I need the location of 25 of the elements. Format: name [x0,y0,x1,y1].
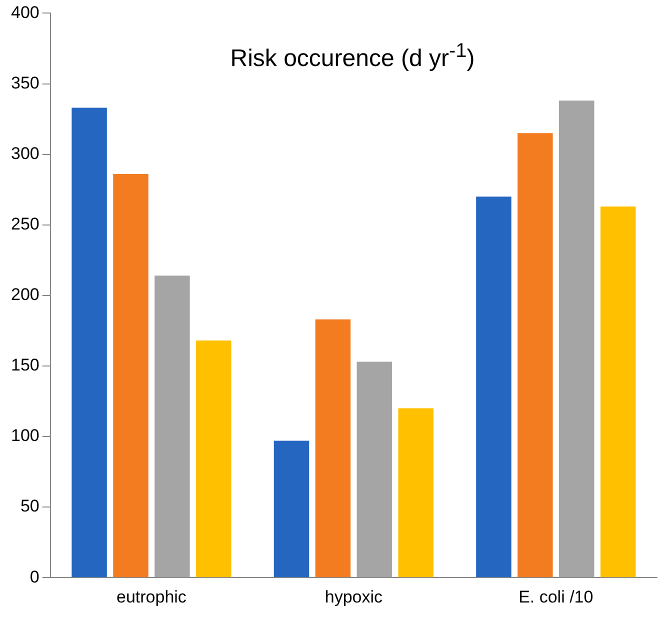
bar [356,362,392,578]
bar [476,196,512,578]
y-tick-label: 350 [10,73,40,92]
x-tick-label: eutrophic [116,587,187,606]
y-tick-label: 0 [30,567,40,586]
y-tick-label: 50 [20,496,40,516]
bar [196,340,232,578]
x-tick-label: hypoxic [324,587,383,606]
bar [154,276,190,578]
bar [113,174,148,578]
x-tick-label: E. coli /10 [518,587,594,606]
bar [72,108,107,578]
y-tick-label: 150 [10,356,40,375]
y-tick-label: 250 [10,214,40,234]
bar [398,408,434,578]
bar [315,319,351,578]
bar [559,100,594,578]
y-tick-label: 400 [10,2,40,22]
y-tick-label: 100 [10,426,40,446]
y-tick-label: 300 [10,144,40,163]
y-tick-label: 200 [10,285,40,304]
text: Risk occurence (d yr$^{-1}$) [229,40,476,73]
bar [274,440,310,578]
bar [600,206,636,578]
bar [518,133,553,578]
